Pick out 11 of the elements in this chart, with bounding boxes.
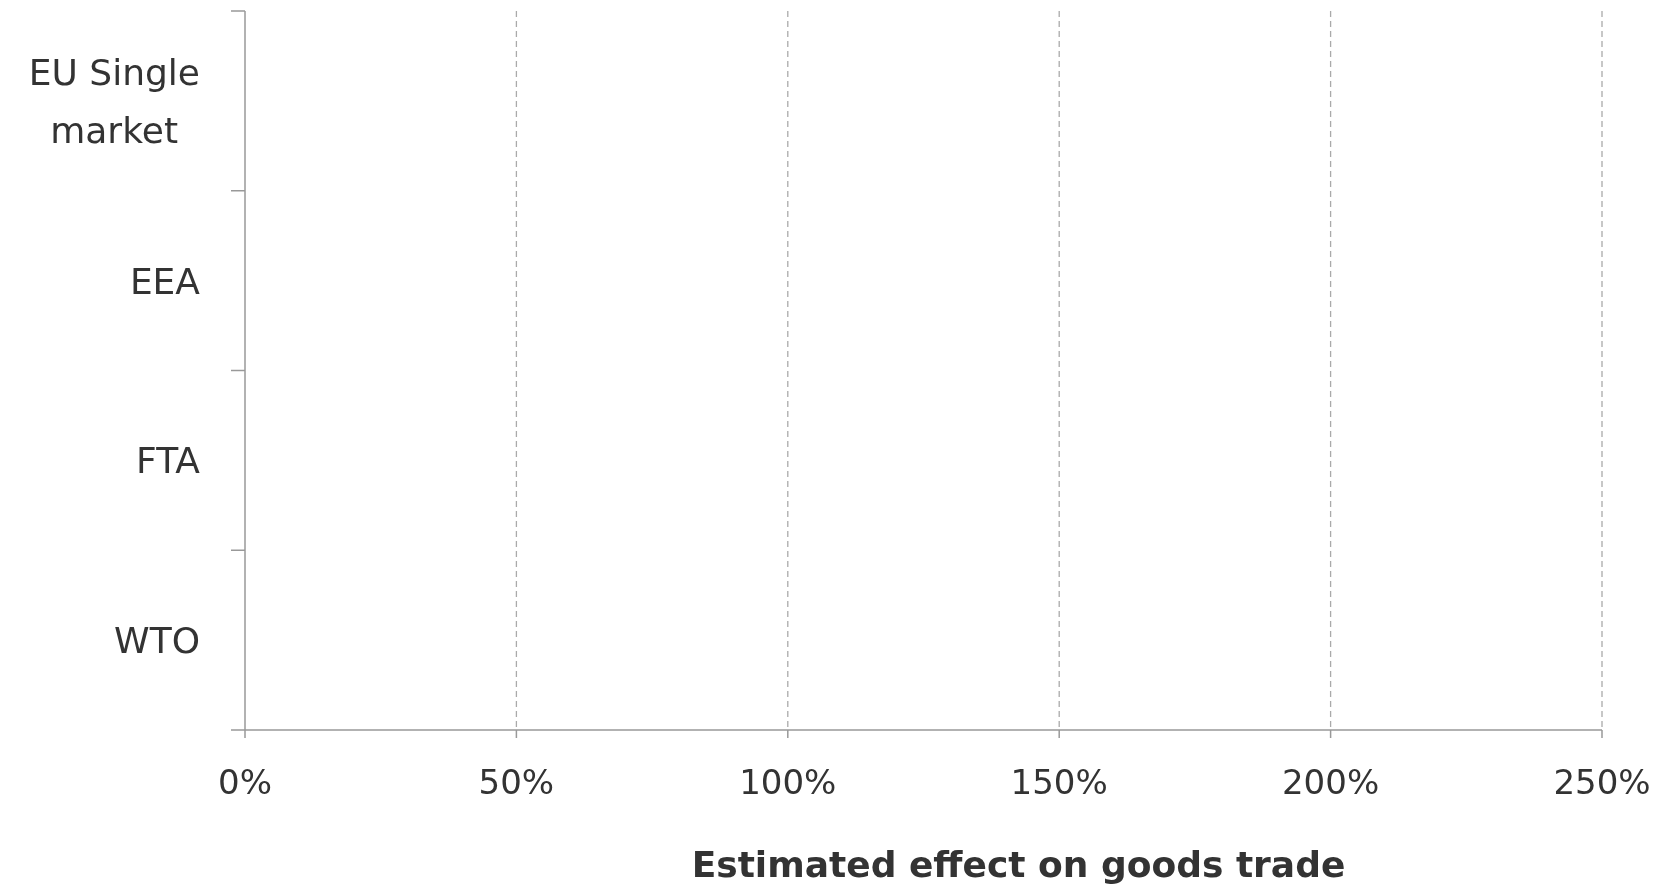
x-tick-label: 250% [1553, 762, 1651, 802]
y-tick-label: WTO [114, 619, 200, 661]
y-tick-label: EEA [129, 260, 201, 302]
y-tick-label: FTA [136, 439, 201, 481]
x-tick-label: 200% [1282, 762, 1380, 802]
x-tick-label: 0% [218, 762, 272, 802]
y-tick-label: EU Single market [28, 51, 200, 151]
x-tick-label: 150% [1010, 762, 1108, 802]
x-tick-label: 100% [739, 762, 837, 802]
x-axis-title: Estimated effect on goods trade [691, 844, 1346, 885]
x-tick-label: 50% [478, 762, 555, 802]
